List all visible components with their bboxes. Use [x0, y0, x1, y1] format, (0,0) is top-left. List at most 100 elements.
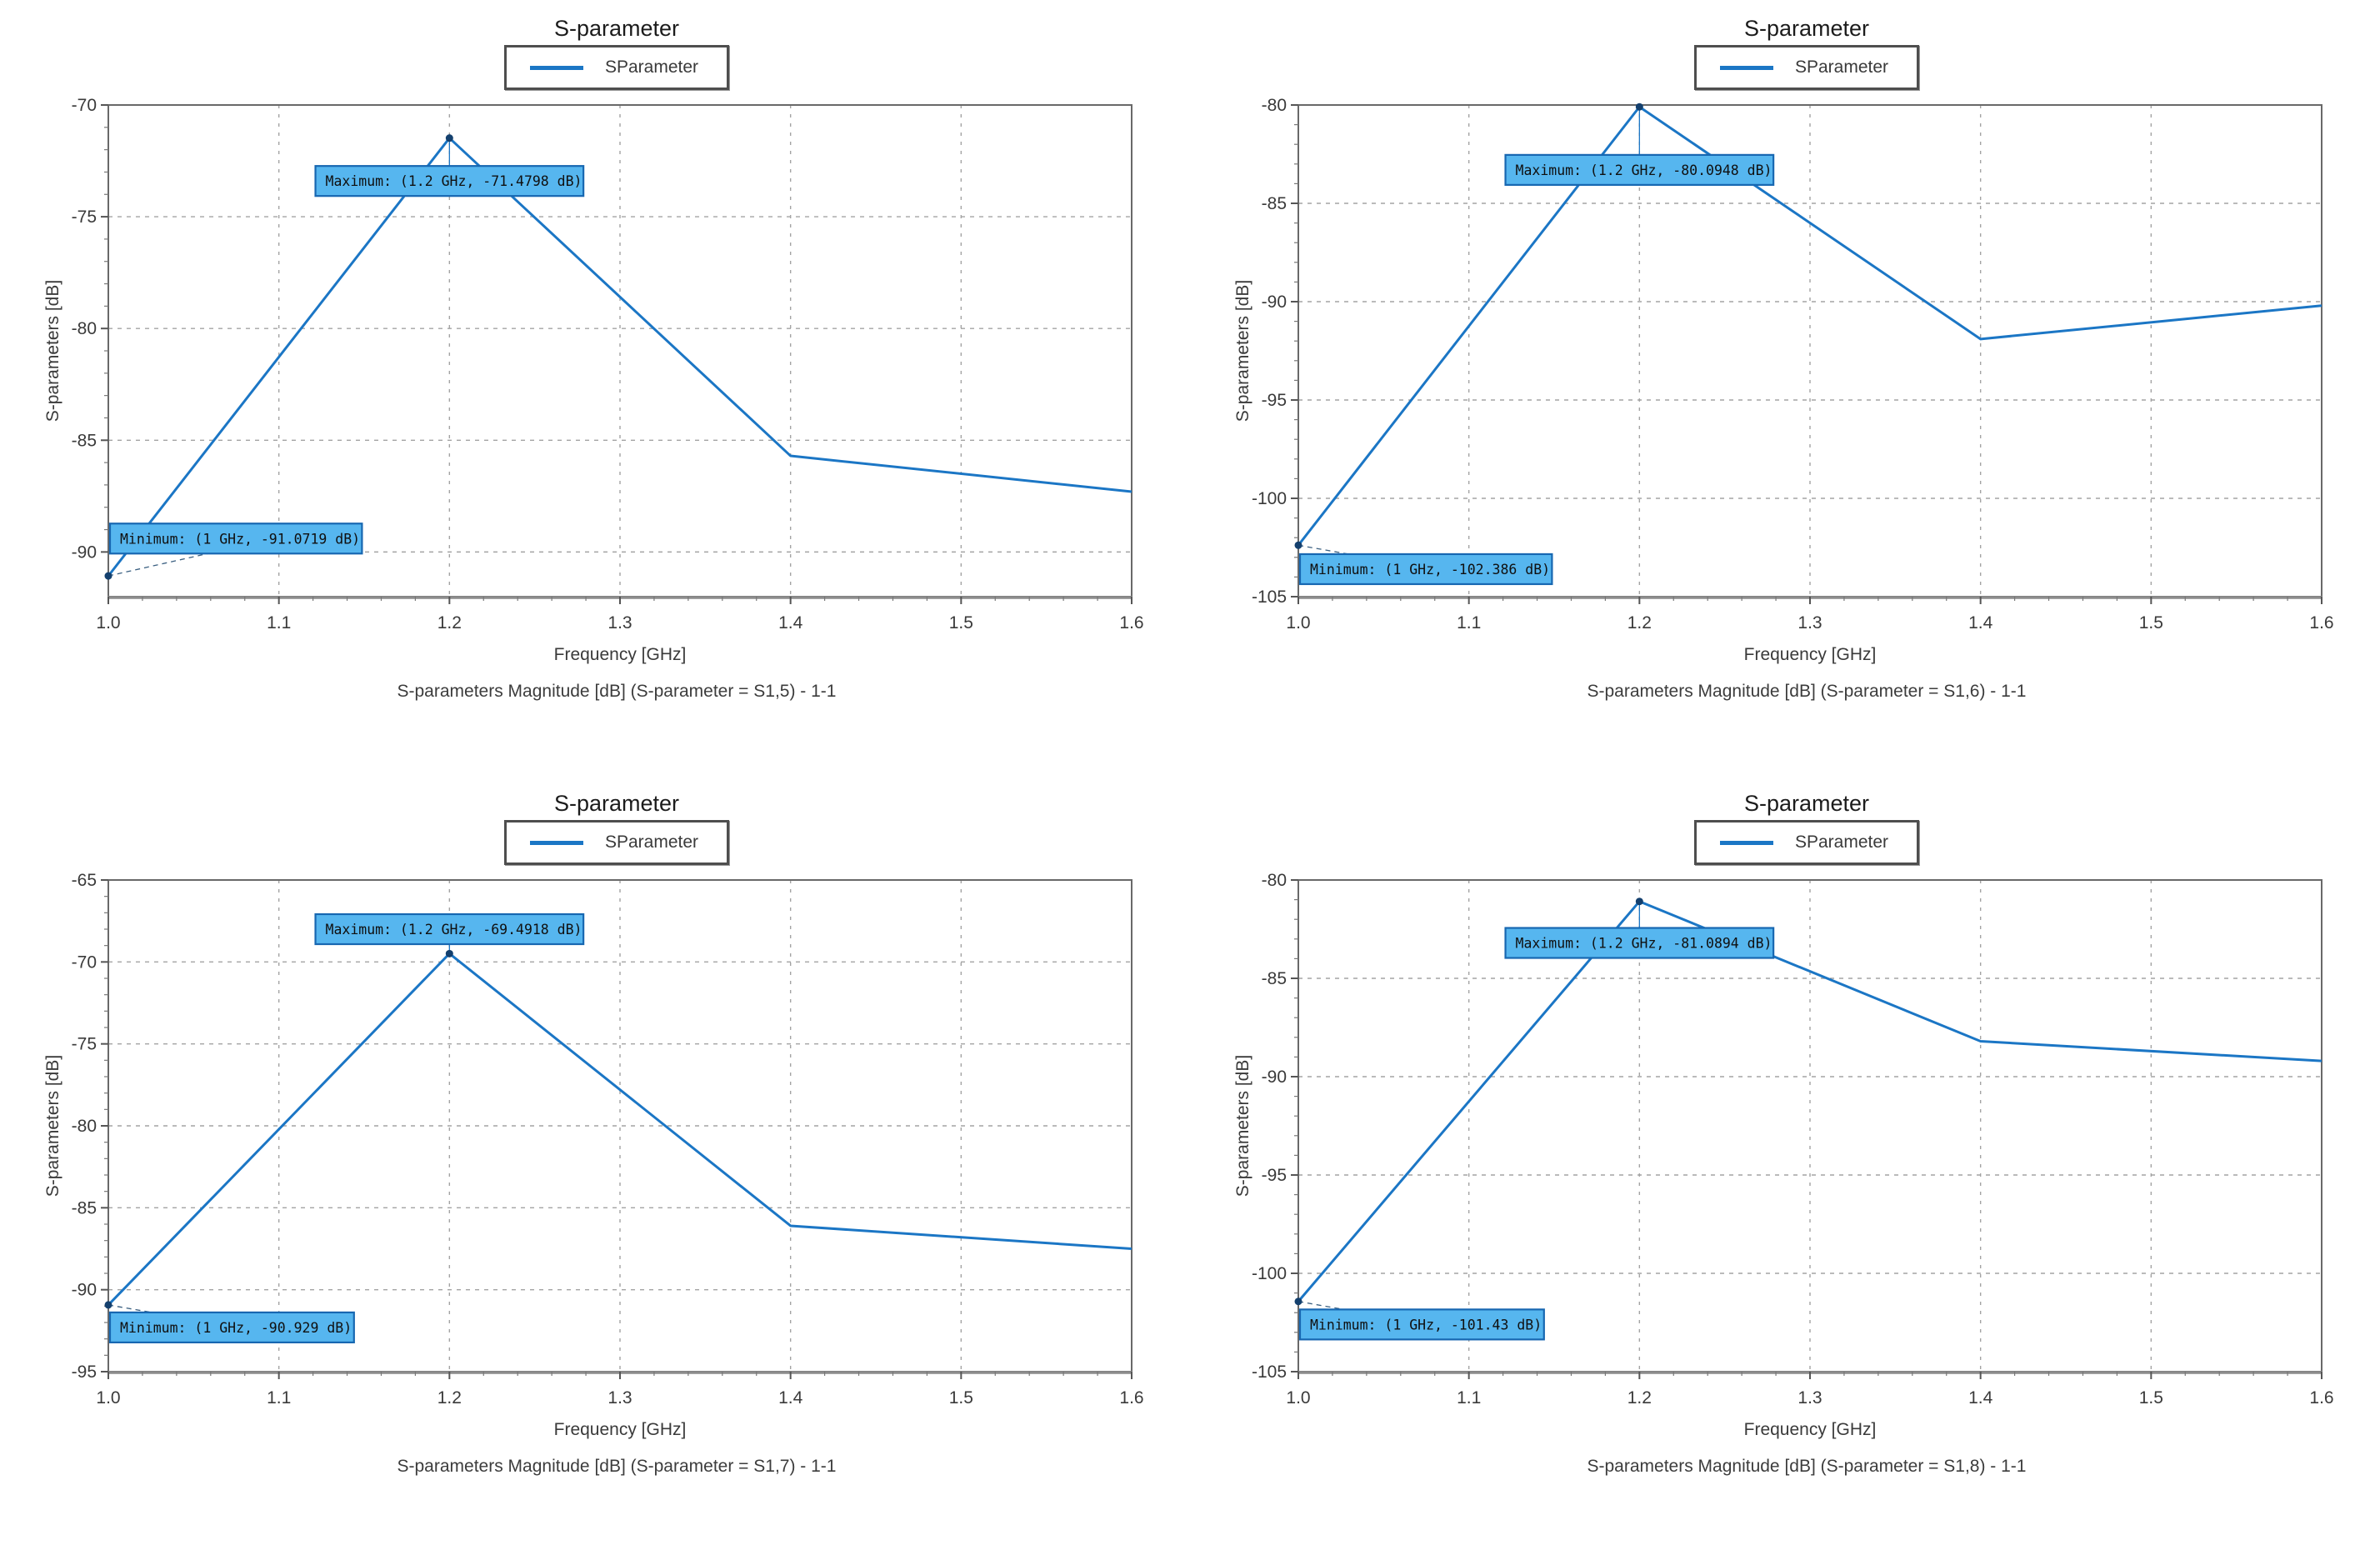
- legend-label: SParameter: [604, 58, 699, 77]
- y-tick-label: -90: [1262, 292, 1287, 312]
- minimum-annotation-box: [1298, 552, 1553, 586]
- x-tick-label: 1.6: [2309, 1388, 2333, 1408]
- maximum-marker-dot: [1635, 102, 1643, 111]
- x-tick-label: 1.3: [1798, 1388, 1822, 1408]
- legend-line-swatch: [529, 840, 583, 845]
- x-tick-label: 1.2: [438, 1388, 462, 1408]
- maximum-annotation-box: [1504, 927, 1775, 959]
- minimum-annotation-text: Minimum: (1 GHz, -101.43 dB): [1310, 1317, 1542, 1332]
- sparameter-plot-s16: -80 -85 -90 -95 -100 -105 1.0 1.1 1.2 1.3 1.4 1.5 1.…: [1233, 96, 2334, 664]
- chart-caption: S-parameters Magnitude [dB] (S-parameter…: [397, 682, 837, 701]
- x-axis-label: Frequency [GHz]: [1744, 1420, 1877, 1439]
- legend-box: SParameter: [503, 45, 730, 90]
- chart-panel-s18: S-parameter SParameter -80 -85 -90 -95 -100-…: [1190, 775, 2380, 1550]
- x-tick-label: 1.0: [96, 1388, 120, 1408]
- chart-caption: S-parameters Magnitude [dB] (S-parameter…: [397, 1457, 837, 1476]
- x-tick-label: 1.3: [608, 613, 632, 632]
- x-tick-label: 1.5: [2139, 613, 2163, 632]
- x-tick-label: 1.4: [1968, 613, 1993, 632]
- y-tick-label: -100: [1252, 489, 1287, 508]
- maximum-marker-dot: [1635, 898, 1643, 906]
- y-tick-label: -105: [1252, 1362, 1287, 1382]
- y-tick-label: -80: [1262, 96, 1287, 115]
- y-tick-label: -95: [1262, 391, 1287, 410]
- chart-title: S-parameter: [553, 16, 680, 41]
- maximum-annotation-text: Maximum: (1.2 GHz, -71.4798 dB): [326, 173, 582, 189]
- legend-row: SParameter: [1190, 45, 2380, 93]
- legend-row: SParameter: [0, 820, 1190, 868]
- x-tick-label: 1.1: [267, 1388, 291, 1408]
- x-tick-label: 1.6: [1119, 613, 1143, 632]
- y-axis-label: S-parameters [dB]: [1233, 1055, 1252, 1197]
- maximum-annotation-text: Maximum: (1.2 GHz, -80.0948 dB): [1516, 162, 1772, 178]
- sparameter-plot-s18: -80 -85 -90 -95 -100 -105 1.0 1.1 1.2 1.3 1.4 1.5 1.…: [1233, 871, 2334, 1439]
- x-tick-label: 1.0: [1286, 1388, 1310, 1408]
- y-tick-label: -90: [72, 542, 97, 562]
- y-tick-label: -95: [72, 1362, 97, 1382]
- y-tick-label: -85: [72, 431, 97, 450]
- x-tick-label: 1.5: [949, 613, 973, 632]
- maximum-marker-dot: [445, 949, 453, 958]
- chart-caption: S-parameters Magnitude [dB] (S-parameter…: [1587, 1457, 2027, 1476]
- chart-panel-s17: S-parameter SParameter -65 -70 -75 -80 -85 -9…: [0, 775, 1190, 1550]
- chart-title: S-parameter: [1743, 791, 1870, 816]
- y-tick-label: -85: [1262, 194, 1287, 213]
- legend-label: SParameter: [1794, 58, 1889, 77]
- x-tick-label: 1.1: [1457, 613, 1481, 632]
- x-tick-label: 1.2: [438, 613, 462, 632]
- y-tick-label: -85: [1262, 969, 1287, 988]
- legend-line-swatch: [529, 65, 583, 70]
- y-tick-label: -80: [72, 1117, 97, 1136]
- y-tick-label: -85: [72, 1198, 97, 1218]
- minimum-marker-dot: [104, 572, 112, 580]
- y-axis-label: S-parameters [dB]: [1233, 280, 1252, 422]
- x-axis-label: Frequency [GHz]: [554, 1420, 687, 1439]
- x-tick-label: 1.3: [1798, 613, 1822, 632]
- chart-title: S-parameter: [553, 791, 680, 816]
- sparameter-plot-s17: -65 -70 -75 -80 -85 -90 -95 1.0 1.1 1.2 1.3 1.4 1.5 1…: [43, 871, 1144, 1439]
- y-tick-label: -80: [1262, 871, 1287, 890]
- x-tick-label: 1.0: [96, 613, 120, 632]
- y-tick-label: -80: [72, 319, 97, 338]
- x-tick-label: 1.2: [1628, 613, 1652, 632]
- series-line: [107, 137, 1132, 578]
- minimum-annotation-box: [108, 522, 363, 555]
- chart-panel-s15: S-parameter SParameter -70 -75 -80 -85 -90 1.…: [0, 0, 1190, 775]
- x-tick-label: 1.4: [778, 613, 803, 632]
- maximum-annotation-box: [314, 165, 585, 198]
- chart-panel-s16: S-parameter SParameter -80 -85 -90 -95 -100-…: [1190, 0, 2380, 775]
- y-tick-label: -90: [72, 1281, 97, 1300]
- y-tick-label: -75: [72, 208, 97, 227]
- y-tick-label: -75: [72, 1035, 97, 1054]
- legend-box: SParameter: [503, 820, 730, 865]
- y-tick-label: -65: [72, 871, 97, 890]
- chart-title: S-parameter: [1743, 16, 1870, 41]
- x-tick-label: 1.5: [2139, 1388, 2163, 1408]
- y-axis-label: S-parameters [dB]: [43, 1055, 62, 1197]
- x-tick-label: 1.3: [608, 1388, 632, 1408]
- y-tick-label: -70: [72, 96, 97, 115]
- minimum-annotation-text: Minimum: (1 GHz, -91.0719 dB): [120, 531, 360, 547]
- minimum-marker-dot: [104, 1301, 112, 1309]
- minimum-annotation-text: Minimum: (1 GHz, -90.929 dB): [120, 1320, 352, 1336]
- x-tick-label: 1.4: [778, 1388, 803, 1408]
- x-tick-label: 1.6: [2309, 613, 2333, 632]
- minimum-annotation-box: [108, 1311, 355, 1344]
- y-tick-label: -100: [1252, 1264, 1287, 1283]
- y-axis-label: S-parameters [dB]: [43, 280, 62, 422]
- x-tick-label: 1.1: [267, 613, 291, 632]
- legend-box: SParameter: [1693, 45, 1920, 90]
- minimum-marker-dot: [1294, 1298, 1302, 1306]
- x-tick-label: 1.4: [1968, 1388, 1993, 1408]
- y-tick-label: -90: [1262, 1068, 1287, 1087]
- maximum-annotation-box: [1504, 153, 1775, 186]
- legend-row: SParameter: [0, 45, 1190, 93]
- minimum-annotation-box: [1298, 1308, 1545, 1341]
- x-tick-label: 1.0: [1286, 613, 1310, 632]
- maximum-annotation-box: [314, 912, 585, 946]
- x-axis-label: Frequency [GHz]: [1744, 645, 1877, 664]
- legend-label: SParameter: [604, 832, 699, 852]
- y-tick-label: -70: [72, 952, 97, 972]
- maximum-annotation-text: Maximum: (1.2 GHz, -81.0894 dB): [1516, 936, 1772, 952]
